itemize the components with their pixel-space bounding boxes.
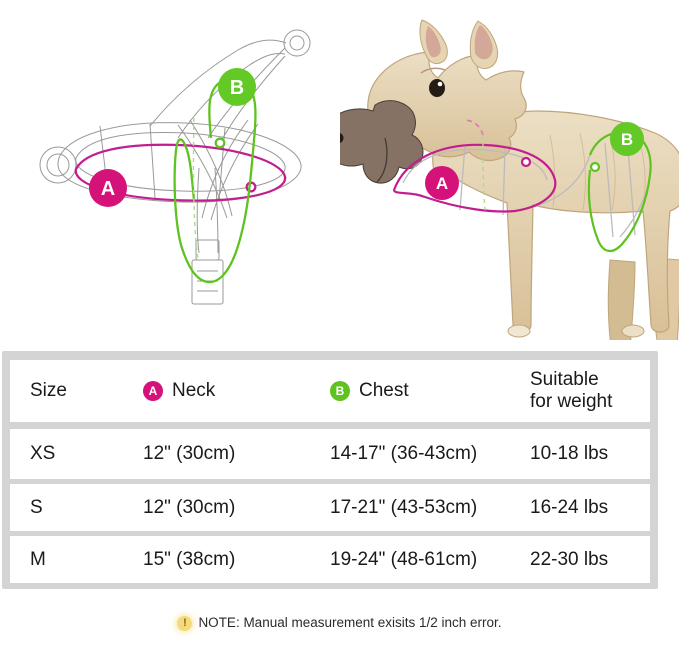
svg-text:B: B — [230, 77, 244, 99]
svg-text:A: A — [436, 174, 448, 193]
svg-text:A: A — [101, 178, 115, 200]
svg-text:B: B — [621, 130, 633, 149]
